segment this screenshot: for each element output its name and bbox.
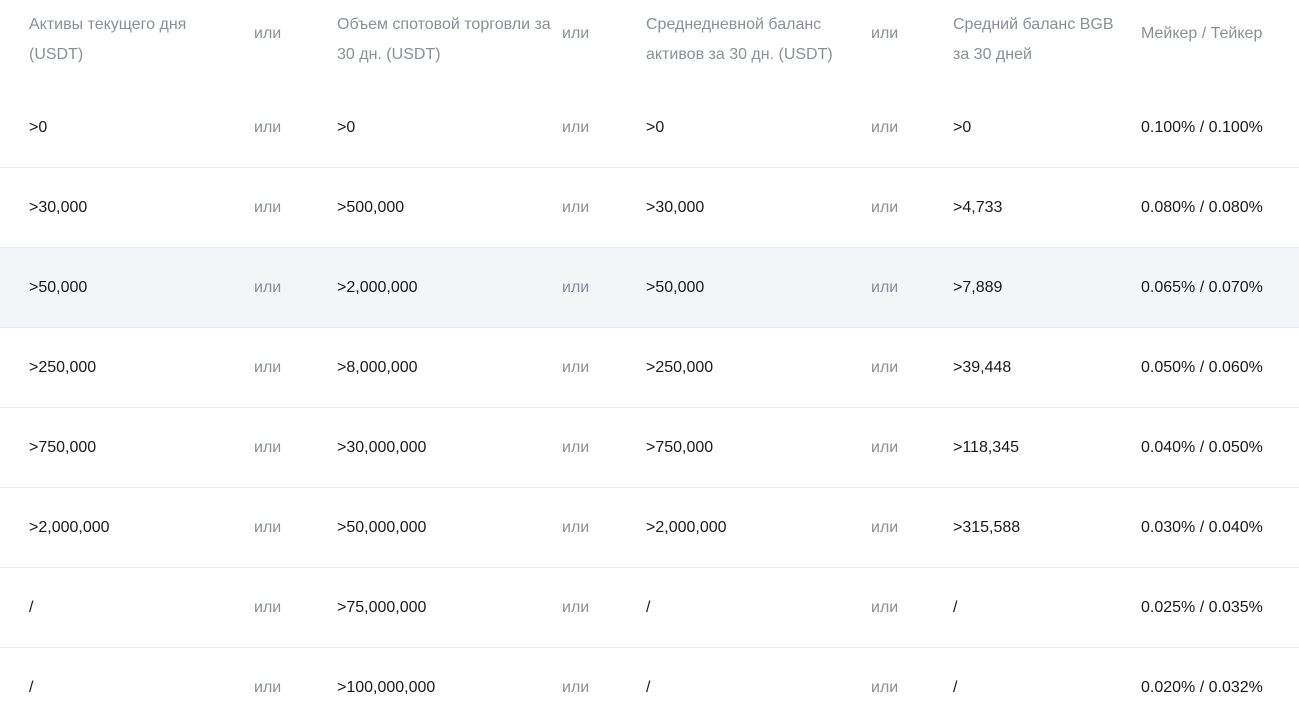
header-current-day-assets: Активы текущего дня (USDT) [29, 16, 187, 63]
cell-current-day-assets: >30,000 [29, 198, 88, 216]
cell-spot-volume-30d: >0 [337, 118, 356, 136]
cell-current-day-assets: >750,000 [29, 438, 97, 456]
table-row: >50,000 или >2,000,000 или >50,000 или >7,889 0… [0, 248, 1299, 328]
cell-or-separator: или [254, 278, 282, 296]
cell-avg-daily-balance-30d: >2,000,000 [646, 518, 727, 536]
cell-current-day-assets: >0 [29, 118, 48, 136]
cell-spot-volume-30d: >500,000 [337, 198, 405, 216]
cell-or-separator: или [562, 598, 590, 616]
cell-avg-bgb-balance-30d: >118,345 [953, 438, 1019, 456]
cell-spot-volume-30d: >50,000,000 [337, 518, 427, 536]
cell-maker-taker-fee: 0.030% / 0.040% [1141, 518, 1263, 536]
header-or-separator: или [871, 25, 899, 42]
cell-or-separator: или [562, 518, 590, 536]
table-row: / или >100,000,000 или / или / 0.020% / 0.032% [0, 648, 1299, 728]
cell-maker-taker-fee: 0.025% / 0.035% [1141, 598, 1263, 616]
table-row: >750,000 или >30,000,000 или >750,000 или >118… [0, 408, 1299, 488]
cell-or-separator: или [254, 598, 282, 616]
header-spot-volume-30d: Объем спотовой торговли за 30 дн. (USDT) [337, 16, 551, 63]
cell-maker-taker-fee: 0.020% / 0.032% [1141, 679, 1263, 696]
header-avg-daily-balance-30d: Среднедневной баланс активов за 30 дн. (… [646, 16, 833, 63]
cell-or-separator: или [871, 598, 899, 616]
cell-current-day-assets: / [29, 598, 34, 616]
header-or-separator: или [254, 25, 282, 42]
cell-avg-daily-balance-30d: >50,000 [646, 278, 705, 296]
table-row: >2,000,000 или >50,000,000 или >2,000,000 или… [0, 488, 1299, 568]
cell-current-day-assets: >250,000 [29, 358, 97, 376]
cell-avg-daily-balance-30d: / [646, 598, 651, 616]
cell-maker-taker-fee: 0.040% / 0.050% [1141, 438, 1263, 456]
cell-or-separator: или [254, 518, 282, 536]
cell-spot-volume-30d: >75,000,000 [337, 598, 427, 616]
cell-or-separator: или [254, 198, 282, 216]
cell-or-separator: или [871, 118, 899, 136]
cell-avg-daily-balance-30d: >30,000 [646, 198, 705, 216]
table-row: >30,000 или >500,000 или >30,000 или >4,733 0.0… [0, 168, 1299, 248]
cell-or-separator: или [871, 198, 899, 216]
cell-or-separator: или [254, 358, 282, 376]
cell-or-separator: или [871, 358, 899, 376]
cell-maker-taker-fee: 0.065% / 0.070% [1141, 278, 1263, 296]
cell-or-separator: или [871, 278, 899, 296]
cell-or-separator: или [562, 679, 590, 696]
cell-avg-bgb-balance-30d: / [953, 598, 958, 616]
table-row: >250,000 или >8,000,000 или >250,000 или >39,4… [0, 328, 1299, 408]
cell-or-separator: или [562, 358, 590, 376]
cell-avg-daily-balance-30d: / [646, 679, 651, 696]
cell-or-separator: или [871, 679, 899, 696]
table-row: >0 или >0 или >0 или >0 0.100% / 0.100% [0, 88, 1299, 168]
cell-or-separator: или [562, 198, 590, 216]
table-body: >0 или >0 или >0 или >0 0.100% / 0.100% >30,000 и… [0, 88, 1299, 728]
cell-spot-volume-30d: >100,000,000 [337, 679, 436, 696]
cell-avg-daily-balance-30d: >750,000 [646, 438, 714, 456]
cell-maker-taker-fee: 0.050% / 0.060% [1141, 358, 1263, 376]
table-row: / или >75,000,000 или / или / 0.025% / 0.035% [0, 568, 1299, 648]
cell-spot-volume-30d: >8,000,000 [337, 358, 418, 376]
cell-or-separator: или [871, 518, 899, 536]
cell-or-separator: или [562, 118, 590, 136]
cell-or-separator: или [871, 438, 899, 456]
cell-avg-daily-balance-30d: >0 [646, 118, 665, 136]
cell-or-separator: или [254, 438, 282, 456]
cell-spot-volume-30d: >30,000,000 [337, 438, 427, 456]
cell-current-day-assets: >2,000,000 [29, 518, 110, 536]
cell-avg-bgb-balance-30d: >39,448 [953, 358, 1012, 376]
header-or-separator: или [562, 25, 590, 42]
cell-or-separator: или [562, 438, 590, 456]
header-avg-bgb-balance-30d: Средний баланс BGB за 30 дней [953, 16, 1114, 63]
cell-current-day-assets: / [29, 679, 34, 696]
cell-spot-volume-30d: >2,000,000 [337, 278, 418, 296]
cell-avg-bgb-balance-30d: >4,733 [953, 198, 1003, 216]
cell-avg-bgb-balance-30d: >315,588 [953, 518, 1021, 536]
cell-avg-bgb-balance-30d: >0 [953, 118, 972, 136]
table-header-row: Активы текущего дня (USDT) или Объем спо… [0, 0, 1299, 88]
cell-current-day-assets: >50,000 [29, 278, 88, 296]
cell-or-separator: или [254, 679, 282, 696]
cell-or-separator: или [254, 118, 282, 136]
cell-avg-daily-balance-30d: >250,000 [646, 358, 714, 376]
header-maker-taker: Мейкер / Тейкер [1141, 25, 1263, 42]
cell-avg-bgb-balance-30d: >7,889 [953, 278, 1003, 296]
cell-maker-taker-fee: 0.100% / 0.100% [1141, 118, 1263, 136]
cell-maker-taker-fee: 0.080% / 0.080% [1141, 198, 1263, 216]
cell-or-separator: или [562, 278, 590, 296]
cell-avg-bgb-balance-30d: / [953, 679, 958, 696]
